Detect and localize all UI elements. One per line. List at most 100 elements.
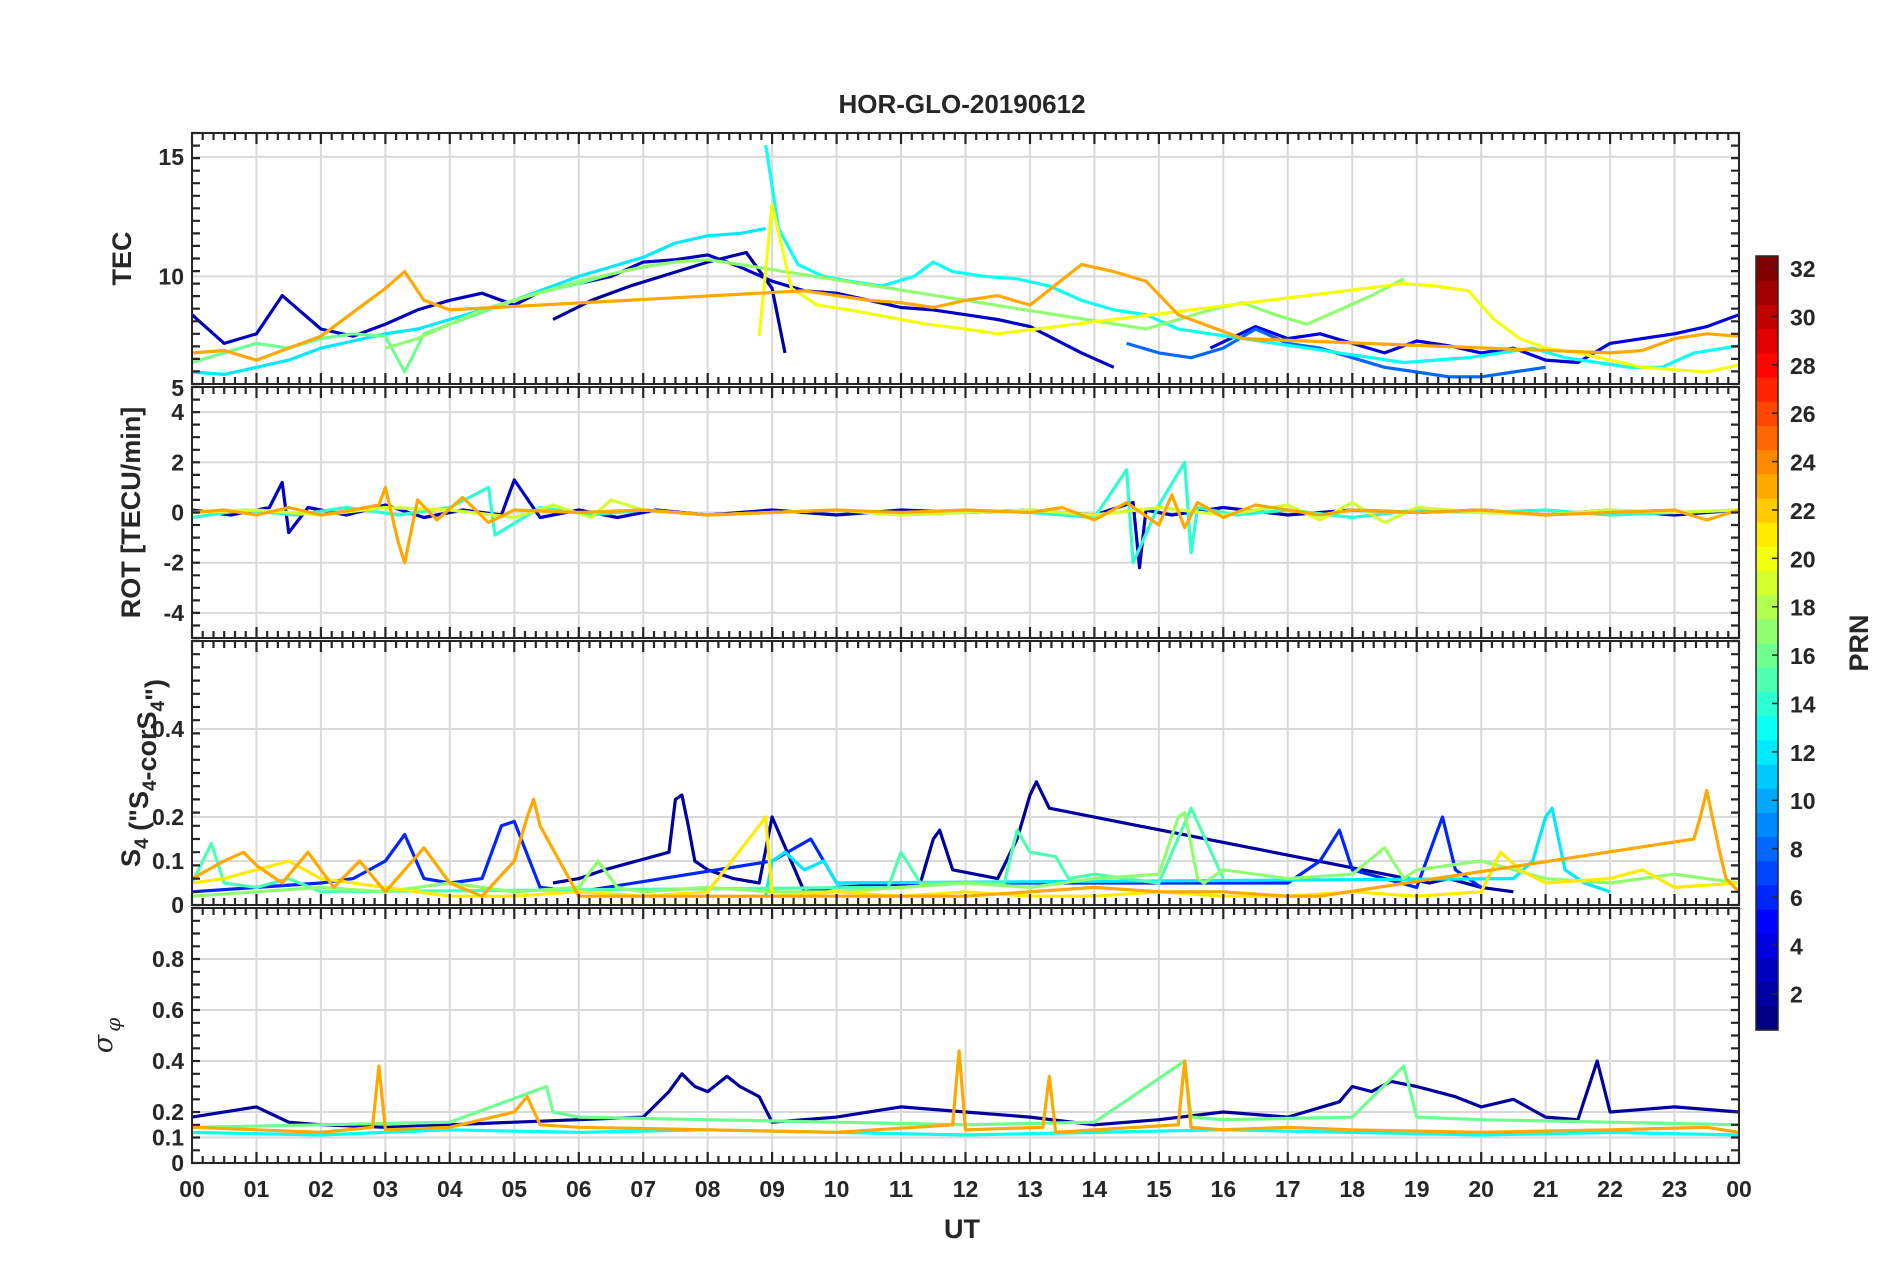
colorbar-swatch: [1756, 933, 1778, 959]
x-tick-label: 06: [566, 1176, 592, 1202]
colorbar-tick-label: 2: [1790, 982, 1803, 1008]
x-ticks: [190, 133, 1741, 384]
colorbar-frame: [1755, 255, 1779, 1031]
x-tick-label: 00: [179, 1176, 205, 1202]
x-ticks: [190, 387, 1741, 638]
x-ticks: [190, 641, 1741, 905]
x-tick-label: 04: [437, 1176, 463, 1202]
y-axis-label: σφ: [88, 1018, 125, 1053]
colorbar-tick-label: 16: [1790, 643, 1816, 669]
colorbar-swatch: [1756, 425, 1778, 451]
colorbar-tick-label: 10: [1790, 788, 1816, 814]
colorbar-swatch: [1756, 667, 1778, 692]
y-tick-label: 0.2: [152, 804, 184, 830]
colorbar-swatch: [1756, 788, 1778, 813]
x-tick-label: 11: [889, 1176, 914, 1202]
y-tick-label: 2: [171, 449, 184, 475]
series-group: [192, 460, 1739, 570]
x-tick-label: 05: [501, 1176, 527, 1202]
x-ticks: [190, 908, 1741, 1163]
x-tick-label: 13: [1017, 1176, 1043, 1202]
series-line-prn-23: [192, 262, 1739, 362]
y-tick-label: 4: [171, 399, 184, 425]
y-ticks: [192, 385, 1739, 640]
series-line-prn-21: [192, 815, 1739, 898]
series-line-prn-2: [192, 1059, 1739, 1129]
y-ticks: [192, 906, 1739, 1165]
x-tick-label: 17: [1275, 1176, 1301, 1202]
panel-rot: -4 -2 0 2 4 ROT [TECU/min]: [116, 385, 1741, 640]
colorbar-swatch: [1756, 594, 1778, 620]
y-tick-label: 0.2: [152, 1099, 184, 1125]
series-line-prn-13: [764, 144, 1739, 369]
colorbar-tick-label: 22: [1790, 498, 1816, 524]
colorbar-swatch: [1756, 280, 1778, 305]
x-tick-label: 02: [308, 1176, 334, 1202]
colorbar-swatch: [1756, 401, 1778, 426]
series-line-prn-20: [757, 203, 1739, 374]
x-tick-label: 21: [1533, 1176, 1559, 1202]
y-tick-label: 0: [171, 1150, 184, 1176]
x-tick-label: 08: [695, 1176, 721, 1202]
y-tick-label: 5: [171, 375, 184, 401]
x-tick-label: 10: [824, 1176, 850, 1202]
colorbar-swatch: [1756, 352, 1778, 378]
colorbar-tick-label: 14: [1790, 691, 1816, 717]
x-tick-label: 20: [1468, 1176, 1494, 1202]
colorbar-tick-label: 18: [1790, 595, 1816, 621]
colorbar-tick-label: 4: [1790, 933, 1803, 959]
colorbar-swatch: [1756, 981, 1778, 1007]
colorbar-swatch: [1756, 691, 1778, 717]
y-tick-label: 0.1: [152, 848, 184, 874]
x-tick-label: 22: [1597, 1176, 1623, 1202]
series-line-prn-16: [192, 1059, 1739, 1129]
colorbar-tick-label: 24: [1790, 450, 1816, 476]
colorbar-swatch: [1756, 763, 1778, 789]
y-ticks: [192, 639, 1739, 907]
colorbar-tick-label: 20: [1790, 546, 1816, 572]
y-tick-label: 0: [171, 500, 184, 526]
colorbar-tick-label: 8: [1790, 837, 1803, 863]
colorbar-tick-label: 12: [1790, 740, 1816, 766]
series-line-prn-23: [192, 1049, 1739, 1135]
series-line-prn-17: [192, 810, 1739, 898]
colorbar-swatch: [1756, 449, 1778, 475]
colorbar-swatch: [1756, 909, 1778, 934]
y-axis-label: ROT [TECU/min]: [116, 407, 146, 618]
y-tick-label: -4: [164, 600, 185, 626]
x-tick-label: 12: [953, 1176, 979, 1202]
series-line-prn-4: [1209, 313, 1739, 365]
x-tick-label: 00: [1726, 1176, 1752, 1202]
colorbar-swatch: [1756, 739, 1778, 765]
y-ticks: [192, 131, 1739, 386]
x-tick-label: 07: [630, 1176, 656, 1202]
colorbar-swatch: [1756, 328, 1778, 354]
series-group: [192, 780, 1739, 898]
y-tick-label: 10: [158, 263, 184, 289]
colorbar-swatch: [1756, 957, 1778, 983]
colorbar-tick-label: 6: [1790, 885, 1803, 911]
x-tick-label: 14: [1082, 1176, 1108, 1202]
colorbar-tick-label: 32: [1790, 256, 1816, 282]
x-axis-label: UT: [944, 1214, 980, 1244]
x-tick-label: 15: [1146, 1176, 1172, 1202]
y-tick-label: 0.6: [152, 997, 184, 1023]
y-tick-label: 0.1: [152, 1125, 184, 1151]
panel-tec: 5 10 15 TEC: [107, 131, 1741, 401]
series-group: [192, 144, 1739, 379]
panel-s4: 0 0.1 0.2 0.4S4 ("S4-corS4"): [116, 639, 1741, 918]
colorbar-swatch: [1756, 522, 1778, 547]
colorbar-swatch: [1756, 497, 1778, 523]
x-tick-label: 01: [244, 1176, 270, 1202]
x-tick-label: 09: [759, 1176, 785, 1202]
chart-title: HOR-GLO-20190612: [838, 89, 1085, 119]
y-axis-label: TEC: [107, 232, 137, 286]
panel-sigma: 00.10.2 0.4 0.6 0.8 σφ: [88, 906, 1741, 1176]
y-tick-label: 0.4: [152, 1048, 184, 1074]
colorbar-swatch: [1756, 570, 1778, 596]
colorbar-swatch: [1756, 884, 1778, 910]
series-line-prn-23: [192, 788, 1739, 898]
colorbar-swatch: [1756, 256, 1778, 281]
